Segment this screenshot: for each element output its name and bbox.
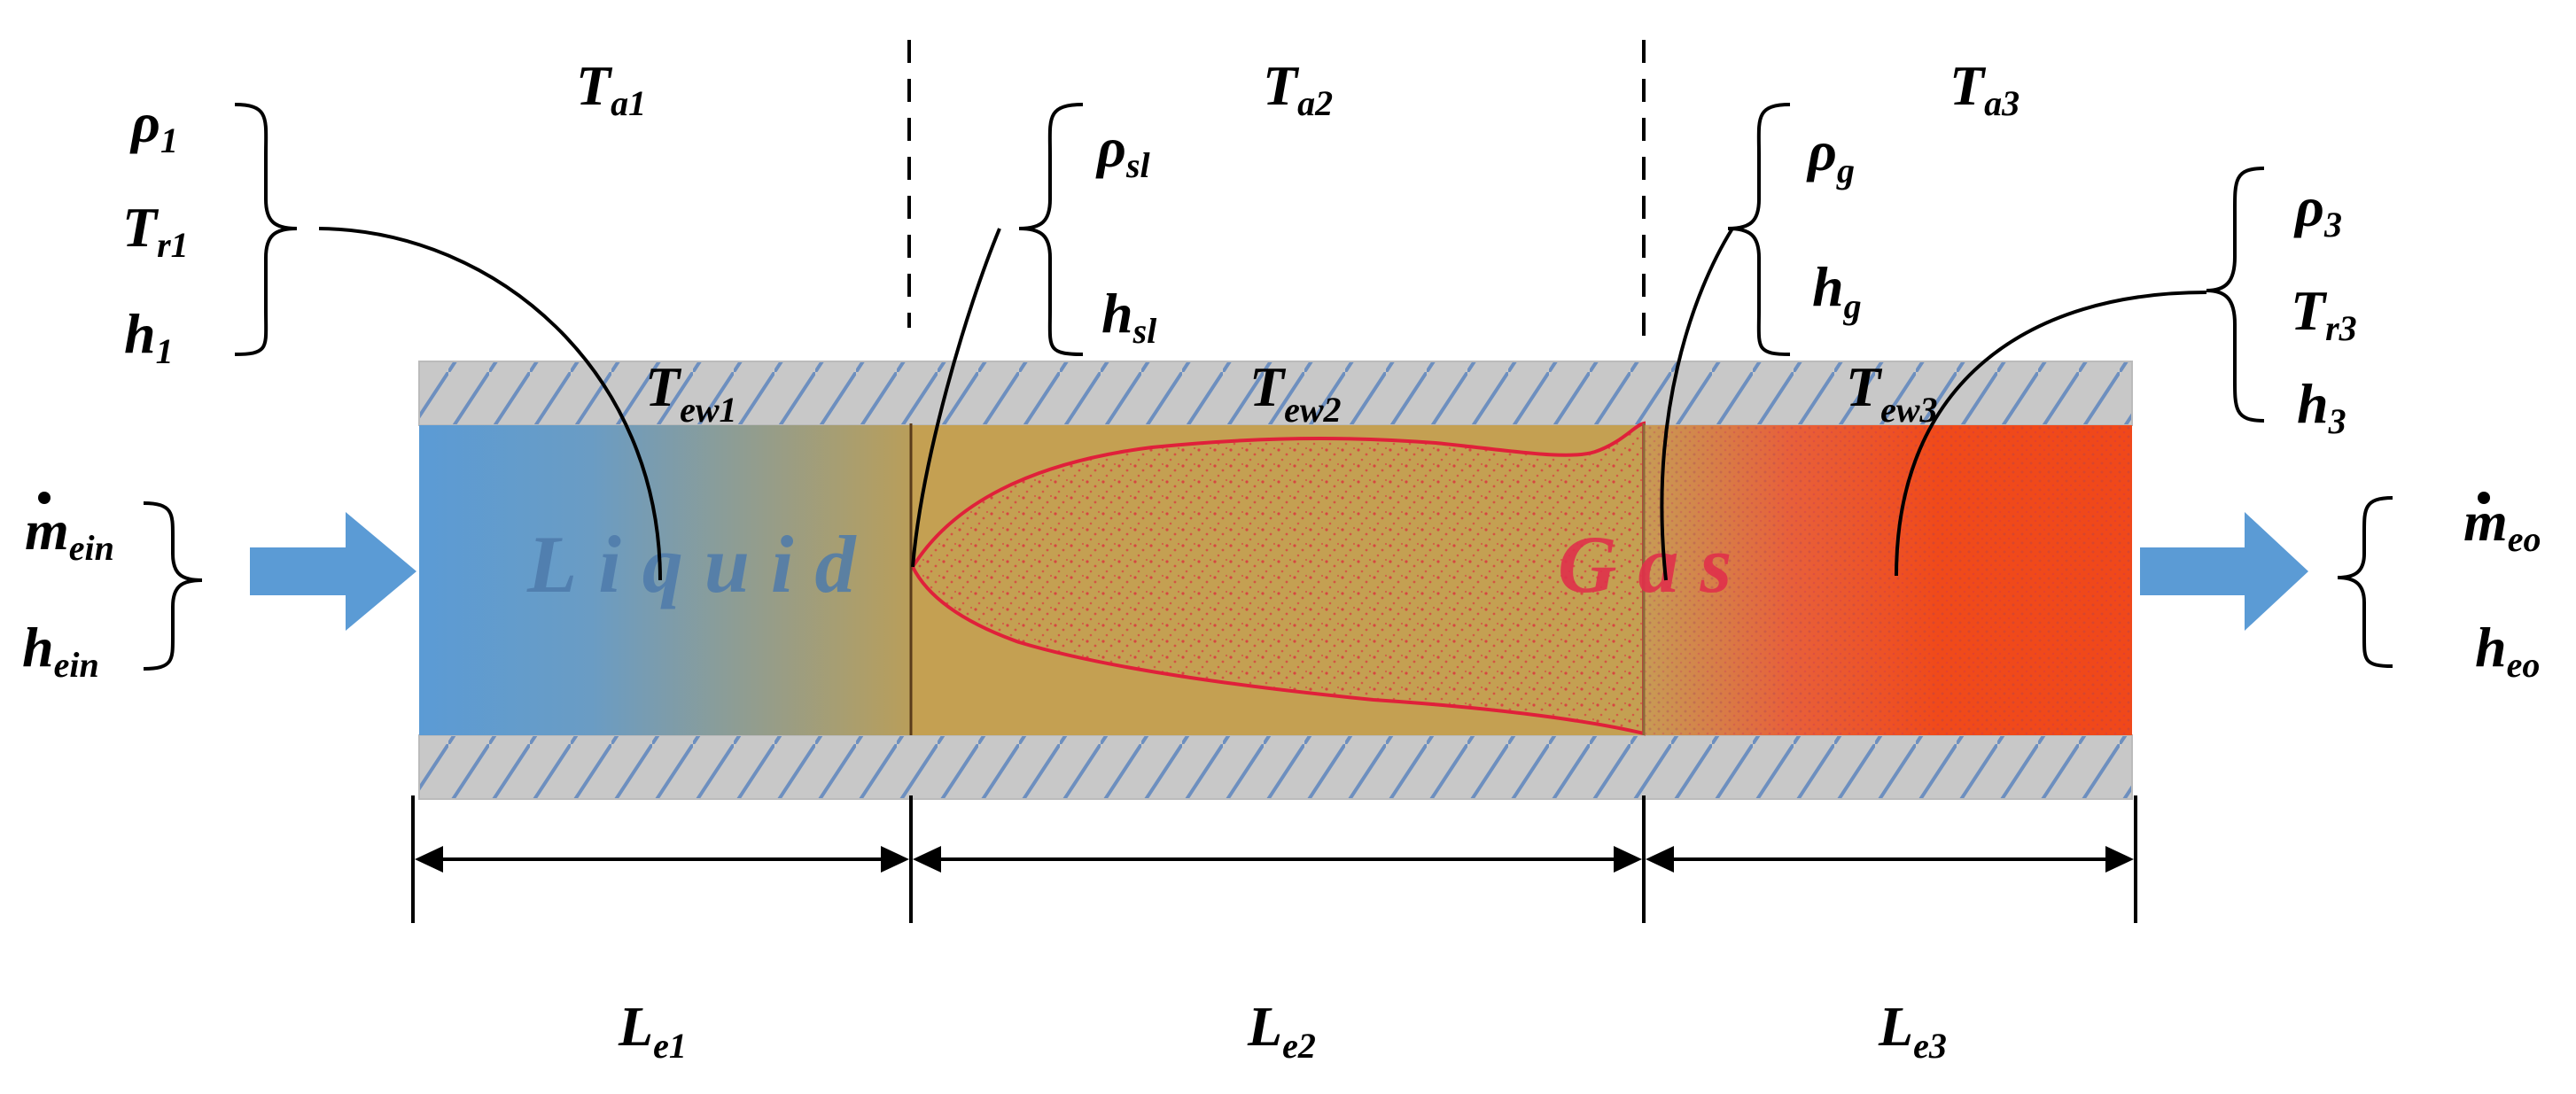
lower-wall [418, 734, 2133, 800]
brace-zone1 [234, 103, 298, 356]
outlet-mdot-dot [2478, 492, 2490, 504]
brace-gas [1727, 103, 1791, 356]
label-tew1: Tew1 [645, 355, 737, 430]
inlet-arrow [250, 512, 416, 631]
inlet-mdot-dot [38, 492, 51, 504]
label-rhosl: ρsl [1095, 116, 1151, 185]
brace-zone2 [1018, 103, 1084, 356]
label-tr1: Tr1 [122, 196, 189, 265]
label-h1: h1 [124, 302, 174, 371]
outlet-arrow [2140, 512, 2308, 631]
label-rho3: ρ3 [2293, 175, 2342, 244]
label-ta1: Ta1 [576, 54, 646, 123]
dimension-arrowheads [415, 846, 2134, 873]
gas-speckle [1644, 425, 2132, 735]
label-heo: heo [2475, 616, 2540, 685]
leader-zone3 [1895, 291, 2207, 577]
brace-inlet [143, 501, 203, 671]
label-h3: h3 [2297, 372, 2346, 441]
label-meo: meo [2463, 490, 2541, 559]
gas-label: Gas [1558, 519, 1753, 609]
label-hein: hein [22, 616, 99, 685]
label-hg: hg [1812, 255, 1862, 326]
dimension-lines [411, 795, 2137, 923]
label-tew3: Tew3 [1846, 355, 1938, 430]
label-le3: Le3 [1878, 995, 1947, 1066]
label-le1: Le1 [618, 995, 687, 1066]
liquid-zone [419, 425, 911, 735]
two-phase-bubble-region [910, 421, 1646, 736]
leader-gas [1660, 227, 1734, 581]
label-rhog: ρg [1806, 120, 1855, 190]
label-rho1: ρ1 [129, 91, 178, 160]
label-ta3: Ta3 [1950, 54, 2020, 123]
liquid-label: Liquid [526, 519, 876, 609]
label-le2: Le2 [1247, 995, 1316, 1066]
brace-zone3 [2206, 167, 2265, 423]
label-ta2: Ta2 [1263, 54, 1333, 123]
label-hsl: hsl [1101, 282, 1157, 351]
label-tew2: Tew2 [1249, 355, 1342, 430]
brace-outlet [2337, 496, 2393, 668]
leader-zone2 [911, 228, 1001, 568]
label-mein: mein [25, 499, 114, 568]
leader-zone1 [318, 227, 662, 581]
label-tr3: Tr3 [2291, 279, 2357, 348]
